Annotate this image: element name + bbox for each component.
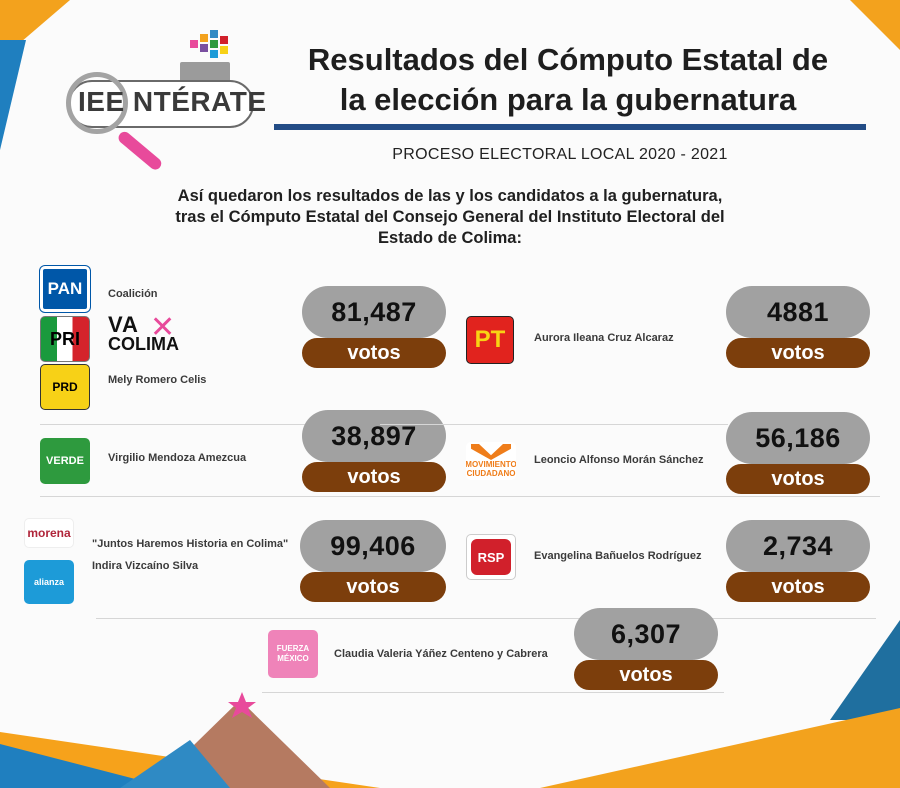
intro-line: tras el Cómputo Estatal del Consejo Gene… <box>175 208 725 226</box>
candidate-name: Aurora Ileana Cruz Alcaraz <box>534 332 674 344</box>
pt-logo: PT <box>466 316 514 364</box>
candidate-name: Virgilio Mendoza Amezcua <box>108 452 247 464</box>
page-title: Resultados del Cómputo Estatal de la ele… <box>268 40 868 120</box>
movimiento-ciudadano-logo: MOVIMIENTO CIUDADANO <box>466 442 516 480</box>
row-divider <box>40 496 880 497</box>
pan-logo: PAN <box>40 266 90 312</box>
brand-logo-text: IEE NTÉRATE <box>78 86 267 117</box>
votes-label: votos <box>726 572 870 602</box>
coalition-logo-line: COLIMA <box>108 334 179 354</box>
votes-label: votos <box>726 338 870 368</box>
coalition-label: "Juntos Haremos Historia en Colima" <box>92 538 289 550</box>
vote-count: 2,734 <box>726 520 870 572</box>
row-divider <box>96 618 876 619</box>
title-divider <box>274 124 866 130</box>
intro-line: Estado de Colima: <box>378 229 522 247</box>
candidate-name: Claudia Valeria Yáñez Centeno y Cabrera <box>334 648 548 660</box>
candidate-name: Mely Romero Celis <box>108 374 207 386</box>
row-divider <box>262 692 724 693</box>
row-divider <box>40 424 310 425</box>
ballot-tiles-icon <box>190 30 228 58</box>
coalition-logo-line: VA <box>108 312 139 337</box>
vote-count: 4881 <box>726 286 870 338</box>
intro-line: Así quedaron los resultados de las y los… <box>177 187 723 205</box>
fxm-logo-line: MÉXICO <box>277 654 309 663</box>
candidate-name: Leoncio Alfonso Morán Sánchez <box>534 454 704 466</box>
rsp-logo-text: RSP <box>471 539 511 575</box>
verde-logo: VERDE <box>40 438 90 484</box>
rsp-logo: RSP <box>466 534 516 580</box>
x-mark-icon: ✕ <box>150 311 176 344</box>
pri-logo: PRI <box>40 316 90 362</box>
nueva-alianza-logo: alianza <box>24 560 74 604</box>
candidate-name: Evangelina Bañuelos Rodríguez <box>534 550 702 562</box>
va-x-colima-logo: VA COLIMA ✕ <box>108 311 196 360</box>
vote-count: 38,897 <box>302 410 446 462</box>
intro-text: Así quedaron los resultados de las y los… <box>130 186 770 249</box>
eagle-icon <box>471 444 511 460</box>
row-divider <box>380 424 728 425</box>
candidate-name: Indira Vizcaíno Silva <box>92 560 199 572</box>
votes-label: votos <box>302 462 446 492</box>
corner-decoration-orange <box>540 708 900 788</box>
volcano-illustration <box>120 740 230 788</box>
votes-label: votos <box>726 464 870 494</box>
vote-count: 99,406 <box>300 520 446 572</box>
votes-label: votos <box>302 338 446 368</box>
prd-logo: PRD <box>40 364 90 410</box>
mc-logo-text: MOVIMIENTO CIUDADANO <box>466 460 516 478</box>
corner-decoration-orange <box>850 0 900 50</box>
corner-decoration-blue <box>830 620 900 720</box>
corner-decoration-blue <box>0 40 26 150</box>
flower-icon <box>228 692 256 718</box>
morena-logo: morena <box>24 518 74 548</box>
coalition-label: Coalición <box>108 288 158 300</box>
fuerza-por-mexico-logo: FUERZA MÉXICO <box>268 630 318 678</box>
page-subtitle: PROCESO ELECTORAL LOCAL 2020 - 2021 <box>392 146 728 163</box>
vote-count: 56,186 <box>726 412 870 464</box>
votes-label: votos <box>300 572 446 602</box>
vote-count: 6,307 <box>574 608 718 660</box>
page-title-line: Resultados del Cómputo Estatal de <box>307 42 829 77</box>
magnifier-icon <box>66 72 128 134</box>
fxm-logo-line: FUERZA <box>276 644 310 653</box>
vote-count: 81,487 <box>302 286 446 338</box>
votes-label: votos <box>574 660 718 690</box>
ballot-box-icon <box>180 62 230 82</box>
magnifier-handle-icon <box>116 129 164 173</box>
page-title-line: la elección para la gubernatura <box>339 82 797 117</box>
